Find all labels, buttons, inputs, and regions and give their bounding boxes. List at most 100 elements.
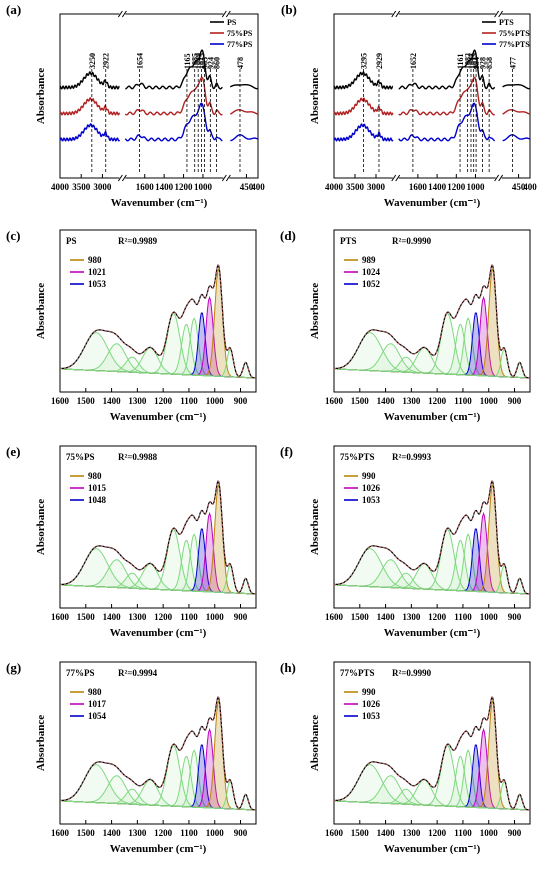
x-tick-label: 1200: [154, 396, 173, 406]
axis-break-top: [392, 11, 399, 17]
axis-break-mark: [391, 10, 397, 18]
axis-break-mark: [494, 174, 500, 182]
axis-break-bottom: [223, 175, 230, 181]
x-tick-label: 4000: [51, 182, 70, 192]
x-tick-label: 1000: [206, 396, 225, 406]
measured-spectrum: [59, 264, 256, 379]
measured-spectrum: [59, 696, 256, 811]
x-tick-label: 1600: [325, 396, 344, 406]
sample-name: PTS: [340, 236, 357, 246]
x-tick-label: 3000: [93, 182, 112, 192]
x-tick-label: 1100: [454, 396, 472, 406]
panel-h: (h) 1600 1500 1400 1300 1200 1100 1000 900 Wavenu…: [280, 660, 531, 855]
axis-break-mark: [117, 174, 123, 182]
y-axis-label: Absorbance: [35, 283, 47, 339]
axis-break-mark: [498, 10, 504, 18]
legend-entry: 980: [88, 255, 102, 265]
x-tick-label: 3500: [72, 182, 91, 192]
legend-entry: 1026: [362, 483, 381, 493]
x-tick-label: 1600: [325, 612, 344, 622]
measured-spectrum: [333, 480, 530, 595]
x-tick-label: 1400: [103, 612, 122, 622]
r-squared: R²=0.9994: [118, 668, 158, 678]
x-tick-label: 1100: [180, 828, 198, 838]
x-tick-label: 1100: [454, 828, 472, 838]
x-tick-label: 1400: [155, 182, 174, 192]
axis-break-bottom: [392, 175, 399, 181]
panel-label: (a): [6, 2, 21, 17]
annotation-label: 1654: [136, 53, 145, 69]
sample-name: 75%PS: [66, 452, 95, 462]
plot-frame: [59, 229, 257, 393]
x-tick-label: 1400: [103, 396, 122, 406]
legend-entry: PS: [227, 18, 237, 27]
legend-entry: 1053: [88, 279, 107, 289]
x-axis-label: Wavenumber (cm⁻¹): [384, 411, 481, 423]
x-tick-label: 1400: [377, 612, 396, 622]
x-tick-label: 900: [234, 612, 248, 622]
x-tick-label: 1300: [128, 396, 147, 406]
axis-break-mark: [498, 174, 504, 182]
x-axis-label: Wavenumber (cm⁻¹): [110, 843, 207, 855]
x-axis-label: Wavenumber (cm⁻¹): [384, 627, 481, 639]
r-squared: R²=0.9989: [118, 236, 158, 246]
axis-break-mark: [117, 10, 123, 18]
x-tick-label: 1000: [194, 182, 213, 192]
x-tick-label: 900: [508, 828, 522, 838]
measured-spectrum: [333, 264, 530, 379]
x-tick-label: 1600: [51, 828, 70, 838]
annotation-label: 860: [213, 57, 222, 69]
x-tick-label: 1400: [103, 828, 122, 838]
x-tick-label: 1300: [402, 612, 421, 622]
x-tick-label: 1100: [180, 612, 198, 622]
x-tick-label: 450: [240, 182, 254, 192]
r-squared: R²=0.9990: [392, 236, 432, 246]
x-tick-label: 1400: [377, 396, 396, 406]
panel-d: (d) 1600 1500 1400 1300 1200 1100 1000 900 Wavenu…: [280, 228, 531, 423]
fit-component: [60, 577, 257, 595]
x-tick-label: 1600: [325, 828, 344, 838]
axis-break-mark: [221, 174, 227, 182]
plot-frame: [333, 13, 531, 179]
legend-entry: 980: [88, 471, 102, 481]
x-tick-label: 1100: [454, 612, 472, 622]
axis-break-mark: [494, 10, 500, 18]
panel-label: (b): [281, 2, 297, 17]
x-axis-label: Wavenumber (cm⁻¹): [384, 197, 481, 209]
legend-entry: 1021: [88, 267, 107, 277]
sample-name: PS: [66, 236, 77, 246]
axis-break-mark: [221, 10, 227, 18]
fit-component: [334, 793, 531, 811]
sample-name: 75%PTS: [340, 452, 375, 462]
legend-entry: 75%PS: [227, 29, 253, 38]
x-tick-label: 1500: [77, 396, 96, 406]
plot-frame: [333, 445, 531, 609]
plot-frame: [333, 661, 531, 825]
legend-entry: 1048: [88, 495, 107, 505]
y-axis-label: Absorbance: [35, 715, 47, 771]
legend-entry: 1026: [362, 699, 381, 709]
x-tick-label: 450: [512, 182, 526, 192]
x-tick-label: 1000: [467, 182, 486, 192]
x-tick-label: 1500: [77, 612, 96, 622]
x-tick-label: 900: [508, 396, 522, 406]
x-tick-label: 1100: [180, 396, 198, 406]
y-axis-label: Absorbance: [309, 68, 321, 124]
annotation-label: 3295: [360, 53, 369, 69]
x-tick-label: 1300: [402, 828, 421, 838]
annotation-label: 1049: [194, 53, 203, 69]
x-tick-label: 1000: [480, 612, 499, 622]
x-tick-label: 1200: [154, 828, 173, 838]
annotation-label: 1015: [198, 53, 207, 69]
sample-name: 77%PS: [66, 668, 95, 678]
panel-label: (e): [6, 444, 20, 459]
axis-break-mark: [395, 10, 401, 18]
x-tick-label: 1200: [175, 182, 194, 192]
panel-label: (c): [6, 228, 20, 243]
annotation-label: 1082: [464, 53, 473, 69]
legend-entry: PTS: [499, 18, 514, 27]
x-tick-label: 900: [234, 828, 248, 838]
legend-entry: 75%PTS: [499, 29, 530, 38]
legend-entry: 980: [88, 687, 102, 697]
